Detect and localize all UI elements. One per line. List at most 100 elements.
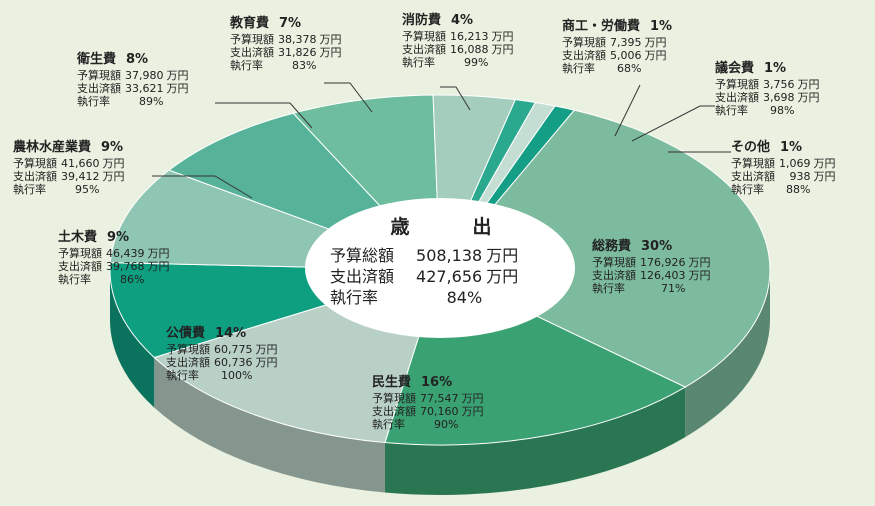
row-unit: 万円 xyxy=(688,256,711,269)
slice-name: 民生費 xyxy=(372,375,412,390)
slice-detail-row: 執行率 90% xyxy=(372,418,484,431)
row-unit xyxy=(164,95,189,108)
row-label: 支出済額 xyxy=(562,49,606,62)
row-label: 執行率 xyxy=(166,369,199,382)
row-label: 支出済額 xyxy=(592,269,636,282)
row-value: 38,378 xyxy=(278,33,317,46)
slice-label-0: 総務費 30% 予算現額 176,926 万円 支出済額 126,403 万円 執行率 71% xyxy=(592,240,711,295)
row-value: 1,069 xyxy=(779,157,811,170)
slice-detail-row: 支出済額 33,621 万円 xyxy=(77,82,189,95)
slice-name: 消防費 xyxy=(402,13,442,28)
slice-detail-row: 予算現額 37,980 万円 xyxy=(77,69,189,82)
summary-row-spent: 支出済額 427,656 万円 xyxy=(330,266,518,287)
slice-label-3: 土木費 9% 予算現額 46,439 万円 支出済額 39,768 万円 執行率 86% xyxy=(58,231,170,286)
summary-value: 84% xyxy=(446,288,483,307)
row-value: 95% xyxy=(75,183,100,196)
chart-title: 歳 出 xyxy=(390,216,514,238)
row-label: 予算現額 xyxy=(230,33,274,46)
slice-detail-row: 執行率 95% xyxy=(13,183,125,196)
slice-detail-row: 支出済額 39,768 万円 xyxy=(58,260,170,273)
slice-detail-row: 予算現額 46,439 万円 xyxy=(58,247,170,260)
row-label: 執行率 xyxy=(402,56,435,69)
slice-detail-row: 予算現額 176,926 万円 xyxy=(592,256,711,269)
row-label: 支出済額 xyxy=(230,46,274,59)
slice-detail-row: 予算現額 3,756 万円 xyxy=(715,78,820,91)
row-label: 予算現額 xyxy=(58,247,102,260)
row-unit: 万円 xyxy=(255,356,278,369)
summary-row-budget: 予算総額 508,138 万円 xyxy=(330,245,518,266)
slice-detail-row: 予算現額 41,660 万円 xyxy=(13,157,125,170)
slice-detail-row: 予算現額 7,395 万円 xyxy=(562,36,667,49)
slice-detail-row: 予算現額 1,069 万円 xyxy=(731,157,836,170)
summary-row-rate: 執行率 84% xyxy=(330,287,518,308)
slice-detail-row: 支出済額 938 万円 xyxy=(731,170,836,183)
slice-label-4: 農林水産業費 9% 予算現額 41,660 万円 支出済額 39,412 万円 執行率 95% xyxy=(13,141,125,196)
row-value: 60,775 xyxy=(214,343,253,356)
row-value: 126,403 xyxy=(640,269,686,282)
slice-detail-row: 執行率 100% xyxy=(166,369,278,382)
row-label: 予算現額 xyxy=(77,69,121,82)
row-value: 86% xyxy=(120,273,145,286)
slice-percent: 7% xyxy=(279,16,302,31)
row-value: 41,660 xyxy=(61,157,100,170)
slice-detail-table: 予算現額 3,756 万円 支出済額 3,698 万円 執行率 98% xyxy=(715,78,820,117)
row-value: 5,006 xyxy=(610,49,642,62)
slice-detail-table: 予算現額 77,547 万円 支出済額 70,160 万円 執行率 90% xyxy=(372,392,484,431)
slice-name: 公債費 xyxy=(166,326,206,341)
row-label: 予算現額 xyxy=(402,30,446,43)
slice-percent: 1% xyxy=(764,61,787,76)
slice-heading: 消防費 4% xyxy=(402,14,514,27)
slice-name: 土木費 xyxy=(58,230,98,245)
row-label: 予算現額 xyxy=(166,343,210,356)
slice-detail-row: 執行率 83% xyxy=(230,59,342,72)
row-value: 98% xyxy=(770,104,795,117)
row-unit: 万円 xyxy=(644,49,667,62)
slice-detail-row: 執行率 88% xyxy=(731,183,836,196)
pie-side-1 xyxy=(384,387,686,495)
row-label: 支出済額 xyxy=(731,170,775,183)
row-unit xyxy=(145,273,170,286)
slice-label-7: 消防費 4% 予算現額 16,213 万円 支出済額 16,088 万円 執行率 99% xyxy=(402,14,514,69)
slice-detail-row: 支出済額 31,826 万円 xyxy=(230,46,342,59)
row-unit xyxy=(489,56,514,69)
slice-detail-row: 支出済額 39,412 万円 xyxy=(13,170,125,183)
slice-detail-row: 予算現額 38,378 万円 xyxy=(230,33,342,46)
slice-detail-row: 支出済額 70,160 万円 xyxy=(372,405,484,418)
leader-line-7 xyxy=(440,86,471,111)
row-label: 予算現額 xyxy=(13,157,57,170)
slice-heading: 農林水産業費 9% xyxy=(13,141,125,154)
slice-detail-row: 執行率 86% xyxy=(58,273,170,286)
row-value: 176,926 xyxy=(640,256,686,269)
summary-value: 427,656 xyxy=(416,267,483,286)
row-unit xyxy=(811,183,836,196)
row-value: 71% xyxy=(661,282,686,295)
slice-detail-table: 予算現額 7,395 万円 支出済額 5,006 万円 執行率 68% xyxy=(562,36,667,75)
row-unit: 万円 xyxy=(491,30,514,43)
slice-name: 農林水産業費 xyxy=(13,140,92,155)
row-value: 39,412 xyxy=(61,170,100,183)
slice-name: その他 xyxy=(731,140,771,155)
row-label: 執行率 xyxy=(77,95,110,108)
row-unit: 万円 xyxy=(319,46,342,59)
row-unit: 万円 xyxy=(797,91,820,104)
leader-line-5 xyxy=(215,102,313,129)
summary-value: 508,138 xyxy=(416,246,483,265)
slice-detail-row: 支出済額 5,006 万円 xyxy=(562,49,667,62)
slice-name: 総務費 xyxy=(592,239,632,254)
leader-line-8 xyxy=(614,84,641,137)
slice-detail-row: 支出済額 126,403 万円 xyxy=(592,269,711,282)
row-value: 88% xyxy=(786,183,811,196)
row-value: 3,756 xyxy=(763,78,795,91)
row-value: 90% xyxy=(434,418,459,431)
row-unit xyxy=(642,62,667,75)
row-value: 31,826 xyxy=(278,46,317,59)
row-value: 16,088 xyxy=(450,43,489,56)
row-label: 支出済額 xyxy=(372,405,416,418)
row-label: 支出済額 xyxy=(58,260,102,273)
slice-heading: 教育費 7% xyxy=(230,17,342,30)
summary-label: 支出済額 xyxy=(330,267,395,286)
row-unit: 万円 xyxy=(797,78,820,91)
row-unit xyxy=(459,418,484,431)
